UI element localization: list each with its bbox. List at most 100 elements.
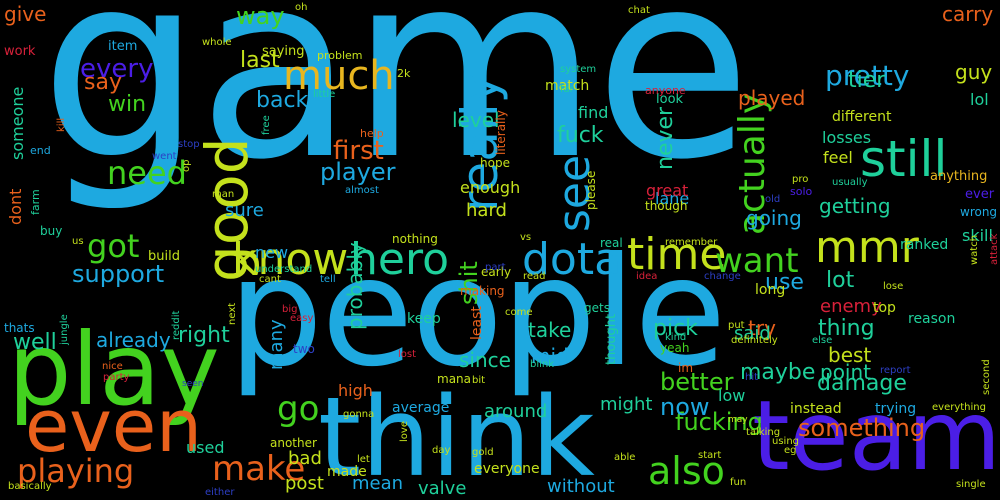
word: real — [600, 236, 623, 250]
word: better — [660, 368, 734, 396]
word: eg — [784, 445, 797, 456]
word: carry — [942, 2, 994, 26]
word: put — [728, 320, 745, 331]
word: mmr — [815, 222, 919, 273]
word: thought — [604, 313, 619, 365]
word: nothing — [392, 232, 438, 246]
word: hard — [466, 200, 507, 221]
word: gonna — [343, 409, 375, 420]
word: party — [103, 372, 130, 383]
word: game — [40, 0, 751, 216]
word: attack — [989, 233, 1000, 265]
word: use — [765, 270, 804, 295]
word: im — [678, 361, 694, 375]
word: time — [627, 229, 727, 280]
word: played — [738, 86, 806, 110]
word: another — [270, 436, 317, 450]
word: making — [460, 284, 505, 298]
word: big — [282, 304, 298, 315]
word: great — [646, 181, 689, 200]
word: going — [746, 206, 802, 230]
word: lot — [826, 268, 855, 293]
word: item — [108, 39, 138, 54]
word: else — [812, 335, 833, 346]
word: playing — [17, 452, 135, 490]
word: enough — [460, 178, 521, 197]
word: maybe — [740, 360, 816, 385]
word: blink — [530, 359, 555, 370]
word: since — [459, 348, 511, 372]
word: stop — [178, 139, 200, 150]
word: solo — [790, 185, 813, 198]
word: hero — [350, 234, 449, 285]
word: need — [107, 154, 187, 192]
word: average — [392, 400, 450, 416]
word: give — [4, 2, 47, 26]
word: everyone — [474, 461, 540, 477]
word: mana — [437, 372, 472, 386]
word: whole — [202, 37, 232, 48]
word: different — [832, 109, 892, 125]
word: also — [648, 449, 725, 493]
word: jungle — [59, 314, 70, 345]
word: lol — [970, 90, 989, 109]
word: literally — [494, 110, 508, 155]
word: mean — [352, 473, 404, 494]
word: many — [266, 319, 287, 370]
word: without — [547, 476, 615, 497]
word: right — [178, 323, 230, 348]
word: definitely — [731, 335, 778, 346]
word: feel — [823, 148, 853, 167]
word: said — [734, 323, 771, 344]
word: pick — [653, 316, 698, 341]
word: basically — [8, 481, 52, 492]
word: wrong — [960, 205, 998, 219]
word: ever — [965, 187, 995, 202]
word: made — [327, 464, 367, 480]
word: went — [152, 151, 177, 162]
word: help — [360, 127, 384, 140]
word: gets — [584, 301, 610, 315]
word: point — [820, 360, 872, 384]
word: way — [236, 2, 285, 30]
word: dota — [522, 234, 622, 285]
word: build — [148, 249, 180, 264]
word: come — [505, 307, 533, 318]
word: used — [186, 438, 225, 457]
word: every — [80, 54, 154, 84]
word: report — [880, 365, 911, 376]
word: hit — [745, 372, 759, 383]
word: dont — [6, 188, 25, 225]
word: either — [205, 487, 235, 498]
word: look — [656, 92, 684, 107]
word: reason — [908, 311, 956, 327]
word: tier — [848, 68, 886, 93]
word: let — [357, 454, 370, 465]
word: bit — [472, 375, 486, 386]
word: change — [704, 271, 741, 282]
word: fucking — [675, 408, 763, 436]
word: try — [748, 316, 776, 340]
word: reddit — [171, 310, 182, 340]
word: want — [715, 241, 799, 281]
word: may — [728, 415, 748, 425]
word: instead — [790, 401, 842, 417]
word: thats — [4, 321, 35, 335]
word: cant — [259, 274, 281, 285]
word: farm — [29, 189, 42, 215]
word: love — [399, 421, 410, 442]
word: talking — [746, 427, 781, 438]
word: make — [212, 449, 306, 489]
word: two — [293, 342, 315, 356]
word: might — [600, 394, 653, 415]
word: fuck — [557, 123, 604, 148]
word: start — [698, 450, 722, 461]
word: almost — [345, 185, 379, 196]
word: team — [752, 380, 1000, 492]
word: ranked — [900, 237, 949, 253]
word: easy — [290, 313, 314, 324]
word: hope — [480, 156, 510, 170]
word: find — [578, 103, 609, 122]
word: buy — [40, 224, 63, 238]
